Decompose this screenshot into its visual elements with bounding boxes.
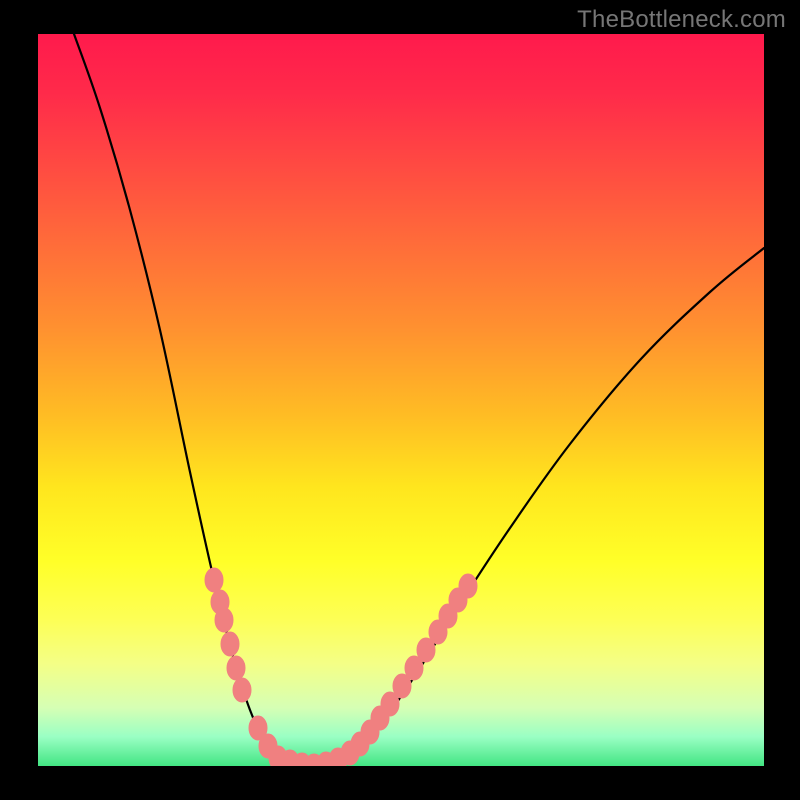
- dot-marker: [215, 608, 233, 632]
- dot-marker: [205, 568, 223, 592]
- chart-container: TheBottleneck.com: [0, 0, 800, 800]
- dot-marker: [233, 678, 251, 702]
- dot-marker: [227, 656, 245, 680]
- dot-markers-group: [205, 568, 477, 778]
- dot-marker: [221, 632, 239, 656]
- curve-overlay: [0, 0, 800, 800]
- dot-marker: [459, 574, 477, 598]
- watermark-text: TheBottleneck.com: [577, 6, 786, 34]
